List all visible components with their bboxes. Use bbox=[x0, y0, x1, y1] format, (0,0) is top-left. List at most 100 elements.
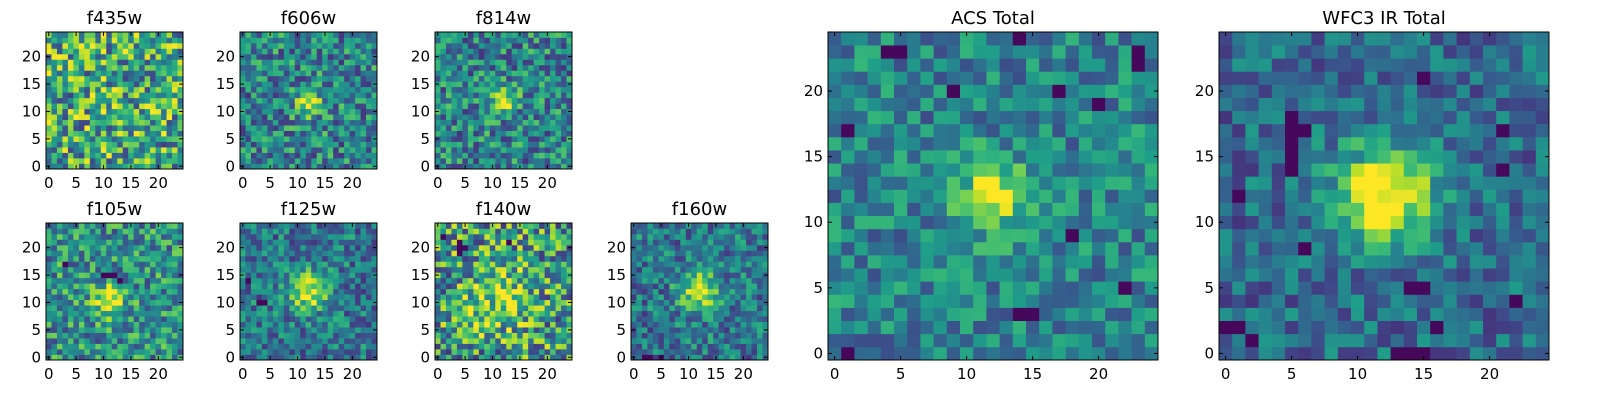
heatmap-cell bbox=[561, 255, 567, 262]
heatmap-cell bbox=[89, 321, 96, 328]
heatmap-cell bbox=[172, 42, 178, 49]
heatmap-cell bbox=[62, 97, 69, 104]
heatmap-cell bbox=[272, 75, 279, 82]
heatmap-cell bbox=[440, 37, 447, 44]
heatmap-cell bbox=[155, 299, 162, 306]
heatmap-cell bbox=[166, 136, 173, 142]
heatmap-cell bbox=[122, 108, 129, 115]
heatmap-cell bbox=[707, 349, 714, 355]
heatmap-cell bbox=[500, 223, 507, 229]
heatmap-cell bbox=[338, 223, 345, 229]
heatmap-cell bbox=[511, 86, 518, 93]
heatmap-cell bbox=[256, 239, 263, 246]
heatmap-cell bbox=[539, 305, 545, 312]
heatmap-cell bbox=[283, 299, 290, 306]
heatmap-cell bbox=[305, 53, 312, 60]
heatmap-cell bbox=[256, 48, 263, 55]
heatmap-cell bbox=[256, 266, 263, 273]
heatmap-cell bbox=[445, 327, 452, 333]
heatmap-cell bbox=[528, 310, 534, 317]
heatmap-cell bbox=[84, 223, 91, 229]
heatmap-cell bbox=[166, 244, 173, 251]
heatmap-cell bbox=[316, 53, 323, 60]
heatmap-cell bbox=[713, 294, 720, 301]
heatmap-cell bbox=[489, 108, 496, 115]
heatmap-cell bbox=[841, 307, 855, 321]
heatmap-cell bbox=[435, 310, 441, 317]
heatmap-cell bbox=[435, 239, 441, 246]
heatmap-cell bbox=[133, 272, 140, 279]
heatmap-cell bbox=[561, 321, 567, 328]
heatmap-cell bbox=[51, 92, 58, 99]
heatmap-cell bbox=[150, 81, 156, 88]
heatmap-cell bbox=[691, 233, 698, 240]
heatmap-cell bbox=[177, 223, 184, 229]
heatmap-cell bbox=[89, 70, 96, 77]
heatmap-cell bbox=[371, 86, 378, 93]
heatmap-cell bbox=[46, 233, 52, 240]
x-tick-label: 20 bbox=[538, 365, 557, 383]
heatmap-cell bbox=[305, 327, 312, 333]
heatmap-cell bbox=[489, 321, 496, 328]
heatmap-cell bbox=[489, 103, 496, 110]
heatmap-cell bbox=[707, 255, 714, 262]
heatmap-cell bbox=[100, 158, 107, 164]
heatmap-cell bbox=[51, 299, 58, 306]
heatmap-cell bbox=[62, 32, 69, 38]
heatmap-cell bbox=[511, 283, 518, 290]
heatmap-cell bbox=[680, 316, 687, 322]
heatmap-cell bbox=[371, 261, 378, 268]
heatmap-cell bbox=[106, 288, 113, 295]
heatmap-cell bbox=[1118, 189, 1132, 203]
heatmap-cell bbox=[713, 250, 720, 257]
heatmap-cell bbox=[451, 310, 458, 317]
heatmap-cell bbox=[641, 239, 648, 246]
heatmap-cell bbox=[484, 233, 491, 240]
heatmap-cell bbox=[338, 266, 345, 273]
heatmap-cell bbox=[327, 305, 334, 312]
heatmap-cell bbox=[867, 255, 882, 269]
axes-frame bbox=[45, 222, 184, 361]
heatmap-cell bbox=[172, 147, 178, 153]
heatmap-cell bbox=[62, 75, 69, 82]
heatmap-cell bbox=[740, 310, 747, 317]
heatmap-cell bbox=[316, 294, 323, 301]
heatmap-cell bbox=[333, 305, 339, 312]
heatmap-cell bbox=[344, 349, 350, 355]
heatmap-cell bbox=[155, 42, 162, 49]
heatmap-cell bbox=[435, 103, 441, 110]
heatmap-cell bbox=[95, 64, 102, 71]
heatmap-cell bbox=[366, 288, 372, 295]
heatmap-cell bbox=[555, 53, 562, 60]
heatmap-cell bbox=[641, 338, 648, 344]
heatmap-cell bbox=[240, 228, 246, 235]
heatmap-cell bbox=[1039, 241, 1053, 256]
heatmap-cell bbox=[647, 332, 654, 339]
heatmap-cell bbox=[355, 338, 361, 344]
heatmap-cell bbox=[669, 343, 676, 350]
heatmap-cell bbox=[349, 136, 356, 142]
heatmap-cell bbox=[456, 147, 463, 153]
heatmap-cell bbox=[62, 310, 69, 317]
heatmap-cell bbox=[550, 239, 556, 246]
heatmap-cell bbox=[322, 119, 329, 126]
heatmap-cell bbox=[473, 119, 480, 126]
heatmap-cell bbox=[349, 233, 356, 240]
heatmap-cell bbox=[172, 266, 178, 273]
heatmap-cell bbox=[78, 288, 85, 295]
heatmap-cell bbox=[56, 136, 63, 142]
heatmap-cell bbox=[62, 152, 69, 159]
heatmap-cell bbox=[267, 266, 274, 273]
heatmap-cell bbox=[360, 103, 367, 110]
heatmap-cell bbox=[680, 338, 687, 344]
heatmap-cell bbox=[89, 147, 96, 153]
heatmap-cell bbox=[78, 354, 85, 361]
heatmap-cell bbox=[73, 103, 80, 110]
heatmap-cell bbox=[311, 321, 318, 328]
heatmap-cell bbox=[144, 141, 151, 148]
heatmap-cell bbox=[647, 255, 654, 262]
y-tick-label: 5 bbox=[31, 321, 41, 339]
heatmap-cell bbox=[522, 343, 529, 350]
heatmap-cell bbox=[1092, 333, 1106, 348]
heatmap-cell bbox=[867, 150, 882, 164]
